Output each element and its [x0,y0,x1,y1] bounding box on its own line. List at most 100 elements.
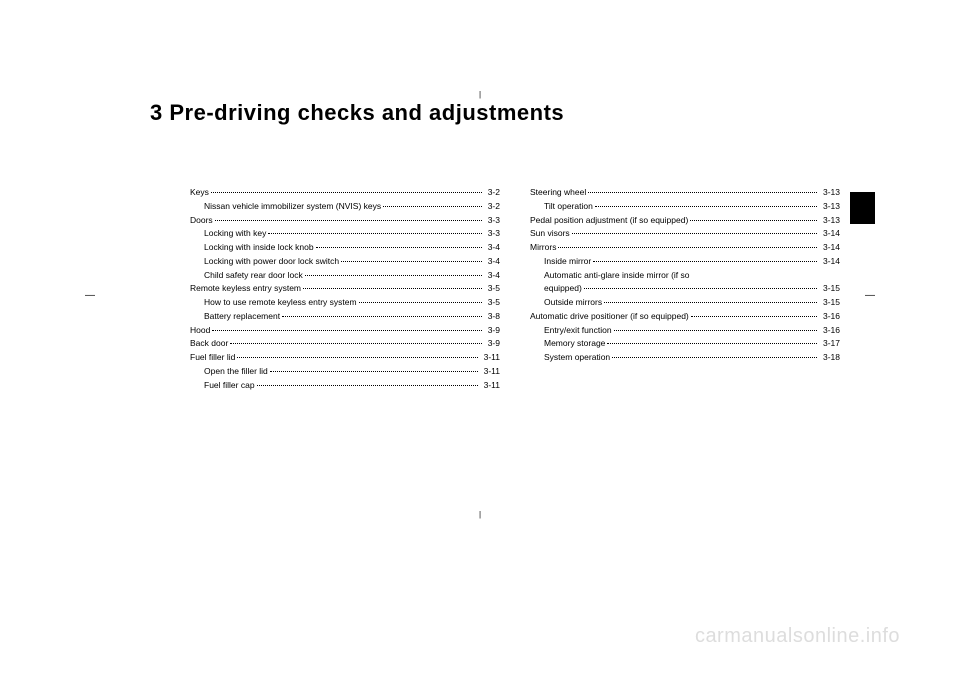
toc-leader-dots [215,220,482,221]
toc-entry: Locking with key 3-3 [190,227,500,240]
toc-label: Locking with key [204,227,266,240]
toc-entry: Fuel filler cap 3-11 [190,379,500,392]
toc-entry: Doors 3-3 [190,214,500,227]
table-of-contents: Keys3-2Nissan vehicle immobilizer system… [190,186,840,392]
toc-entry: Open the filler lid 3-11 [190,365,500,378]
toc-entry: Remote keyless entry system 3-5 [190,282,500,295]
toc-label: Child safety rear door lock [204,269,303,282]
toc-left-column: Keys3-2Nissan vehicle immobilizer system… [190,186,500,392]
toc-leader-dots [593,261,817,262]
toc-page-number: 3-14 [819,255,840,268]
toc-leader-dots [282,316,482,317]
toc-leader-dots [604,302,817,303]
toc-page-number: 3-2 [484,200,500,213]
toc-leader-dots [383,206,482,207]
toc-page-number: 3-15 [819,282,840,295]
chapter-title: 3 Pre-driving checks and adjustments [150,100,880,126]
toc-label: Hood [190,324,210,337]
toc-page-number: 3-14 [819,241,840,254]
toc-label: Locking with inside lock knob [204,241,314,254]
toc-label: Locking with power door lock switch [204,255,339,268]
toc-page-number: 3-5 [484,296,500,309]
toc-page-number: 3-16 [819,324,840,337]
toc-label: Battery replacement [204,310,280,323]
toc-page-number: 3-3 [484,227,500,240]
toc-page-number: 3-13 [819,186,840,199]
toc-page-number: 3-2 [484,186,500,199]
toc-label: Mirrors [530,241,556,254]
toc-label: Remote keyless entry system [190,282,301,295]
toc-entry: Hood 3-9 [190,324,500,337]
toc-page-number: 3-11 [480,351,500,364]
toc-leader-dots [690,220,817,221]
toc-entry: Keys3-2 [190,186,500,199]
toc-entry: Steering wheel 3-13 [530,186,840,199]
toc-entry: Automatic drive positioner (if so equipp… [530,310,840,323]
toc-entry: Outside mirrors 3-15 [530,296,840,309]
toc-entry: Back door3-9 [190,337,500,350]
toc-leader-dots [230,343,481,344]
toc-entry: equipped)3-15 [530,282,840,295]
toc-label: Automatic anti-glare inside mirror (if s… [544,269,690,282]
toc-label: Outside mirrors [544,296,602,309]
toc-right-column: Steering wheel3-13Tilt operation3-13Peda… [530,186,840,392]
toc-page-number: 3-11 [480,365,500,378]
toc-leader-dots [588,192,817,193]
toc-label: How to use remote keyless entry system [204,296,357,309]
toc-label: Doors [190,214,213,227]
toc-page-number: 3-13 [819,214,840,227]
toc-leader-dots [212,330,481,331]
toc-leader-dots [607,343,817,344]
toc-entry: System operation3-18 [530,351,840,364]
toc-page-number: 3-3 [484,214,500,227]
toc-label: Entry/exit function [544,324,612,337]
toc-entry: Pedal position adjustment (if so equippe… [530,214,840,227]
page-content: 3 Pre-driving checks and adjustments Key… [0,0,960,432]
toc-leader-dots [558,247,817,248]
toc-entry: Nissan vehicle immobilizer system (NVIS)… [190,200,500,213]
toc-entry: Child safety rear door lock 3-4 [190,269,500,282]
toc-leader-dots [584,288,817,289]
toc-entry: Sun visors 3-14 [530,227,840,240]
toc-label: Open the filler lid [204,365,268,378]
toc-page-number: 3-8 [484,310,500,323]
toc-entry: Battery replacement 3-8 [190,310,500,323]
toc-entry: Automatic anti-glare inside mirror (if s… [530,269,840,282]
toc-leader-dots [691,316,817,317]
toc-label: Pedal position adjustment (if so equippe… [530,214,688,227]
toc-leader-dots [305,275,482,276]
toc-page-number: 3-13 [819,200,840,213]
toc-label: Nissan vehicle immobilizer system (NVIS)… [204,200,381,213]
toc-leader-dots [341,261,482,262]
toc-label: Automatic drive positioner (if so equipp… [530,310,689,323]
toc-page-number: 3-15 [819,296,840,309]
toc-label: Fuel filler lid [190,351,235,364]
toc-leader-dots [595,206,817,207]
toc-label: Sun visors [530,227,570,240]
toc-page-number: 3-4 [484,269,500,282]
toc-entry: Mirrors 3-14 [530,241,840,254]
toc-page-number: 3-4 [484,241,500,254]
toc-entry: How to use remote keyless entry system 3-… [190,296,500,309]
watermark: carmanualsonline.info [695,625,900,648]
toc-leader-dots [237,357,477,358]
toc-leader-dots [211,192,482,193]
toc-leader-dots [257,385,478,386]
toc-entry: Memory storage3-17 [530,337,840,350]
toc-label: Memory storage [544,337,605,350]
toc-leader-dots [359,302,482,303]
toc-leader-dots [316,247,482,248]
toc-page-number: 3-4 [484,255,500,268]
toc-leader-dots [614,330,817,331]
toc-leader-dots [270,371,478,372]
toc-label: Fuel filler cap [204,379,255,392]
toc-leader-dots [612,357,817,358]
crop-mark-bottom: | [479,510,481,519]
toc-page-number: 3-5 [484,282,500,295]
toc-leader-dots [303,288,482,289]
toc-entry: Entry/exit function 3-16 [530,324,840,337]
toc-page-number: 3-9 [484,324,500,337]
toc-page-number: 3-14 [819,227,840,240]
toc-label: Steering wheel [530,186,586,199]
toc-page-number: 3-11 [480,379,500,392]
